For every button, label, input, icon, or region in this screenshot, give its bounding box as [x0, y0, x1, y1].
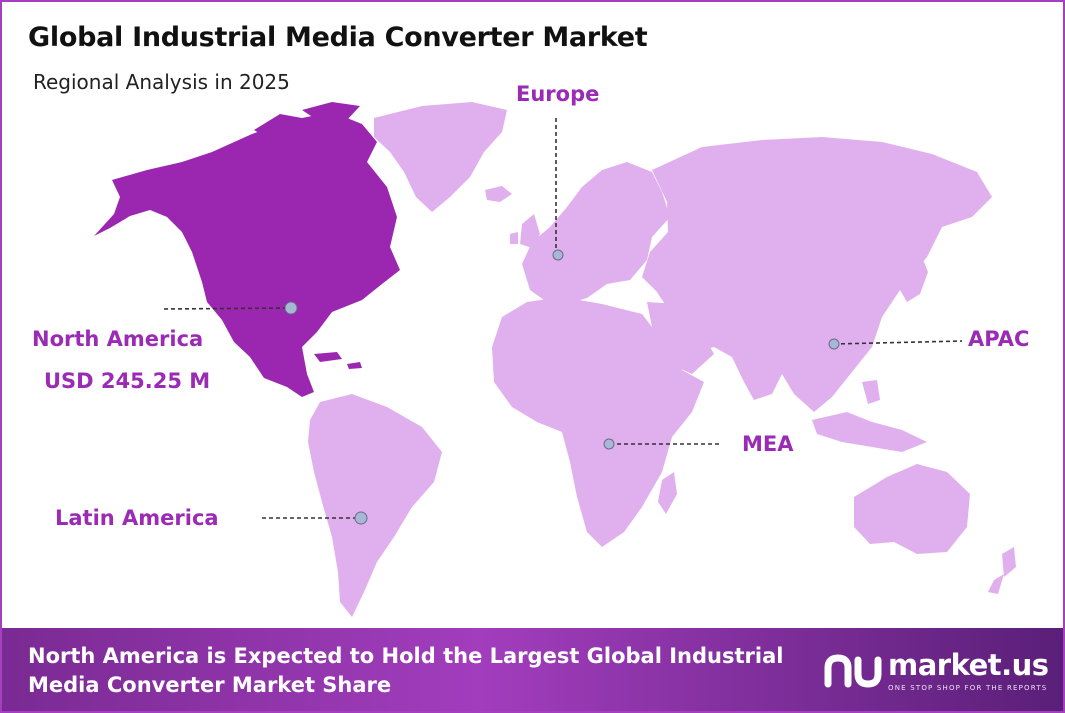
africa-shape	[492, 297, 704, 547]
asia-shape	[642, 137, 992, 412]
apac-leader-line	[833, 340, 963, 345]
mea-label: MEA	[742, 432, 794, 456]
europe-shape	[522, 162, 670, 304]
footer-banner: North America is Expected to Hold the La…	[2, 628, 1063, 711]
south-america-shape	[308, 394, 442, 617]
brand-tagline: ONE STOP SHOP FOR THE REPORTS	[888, 684, 1048, 692]
apac-label: APAC	[968, 327, 1030, 351]
brand-block: market.us ONE STOP SHOP FOR THE REPORTS	[824, 648, 1059, 696]
japan-shape	[900, 252, 928, 302]
iceland-shape	[485, 186, 512, 202]
se-asia-islands-shape	[812, 380, 927, 452]
latin-america-marker	[354, 511, 368, 525]
arabia-shape	[647, 302, 714, 374]
australia-shape	[854, 464, 970, 554]
north-america-value: USD 245.25 M	[44, 369, 211, 393]
latin-america-label: Latin America	[55, 506, 219, 530]
page-subtitle: Regional Analysis in 2025	[33, 70, 290, 94]
north-america-marker	[284, 301, 298, 315]
brand-name: market.us	[888, 648, 1049, 682]
page-title: Global Industrial Media Converter Market	[28, 22, 648, 53]
mea-marker	[603, 438, 615, 450]
new-zealand-shape	[988, 547, 1016, 594]
madagascar-shape	[658, 472, 677, 514]
europe-label: Europe	[516, 82, 600, 106]
footer-statement: North America is Expected to Hold the La…	[28, 644, 784, 697]
market-us-logo-icon	[824, 654, 882, 688]
greenland-shape	[374, 102, 507, 212]
apac-marker	[828, 338, 840, 350]
north-america-label: North America	[32, 327, 204, 351]
world-map	[94, 102, 1016, 617]
uk-shape	[510, 214, 540, 248]
arctic-islands-shape	[254, 102, 360, 140]
north-america-shape	[94, 112, 400, 397]
europe-marker	[552, 249, 564, 261]
north-america-leader-line	[163, 307, 291, 310]
caribbean-shape	[314, 352, 362, 369]
